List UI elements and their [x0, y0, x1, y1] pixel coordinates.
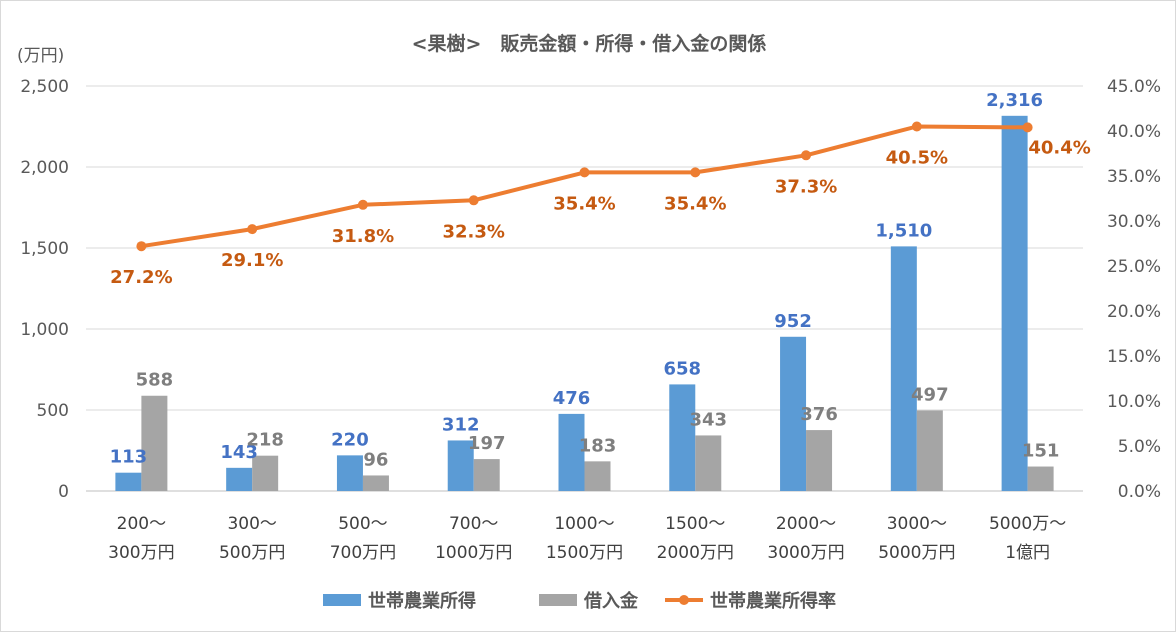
bar-loan	[695, 435, 722, 491]
chart-title: <果樹> 販売金額・所得・借入金の関係	[412, 32, 767, 55]
y-axis-label: (万円)	[17, 46, 64, 66]
y2-tick-label: 20.0%	[1107, 302, 1161, 322]
y-tick-label: 0	[58, 482, 69, 502]
line-point	[911, 121, 922, 132]
x-tick-label: 500万円	[219, 543, 285, 563]
x-tick-label: 3000万円	[767, 543, 844, 563]
x-tick-label: 700～	[449, 514, 498, 534]
y2-tick-label: 45.0%	[1107, 77, 1161, 97]
y2-tick-label: 5.0%	[1118, 437, 1161, 457]
data-label: 113	[110, 447, 148, 468]
x-tick-label: 3000～	[887, 514, 947, 534]
bar-loan	[1027, 466, 1054, 491]
data-label: 143	[220, 442, 258, 463]
bar-income	[669, 384, 696, 491]
line-point	[801, 150, 812, 161]
bar-income	[115, 472, 142, 491]
y2-tick-label: 25.0%	[1107, 257, 1161, 277]
x-tick-label: 2000万円	[657, 543, 734, 563]
y-tick-label: 1,500	[20, 239, 69, 259]
line-point	[357, 199, 368, 210]
data-label: 952	[774, 311, 812, 332]
x-tick-label: 300～	[227, 514, 276, 534]
bar-loan	[584, 461, 611, 491]
legend-label-income: 世帯農業所得	[368, 590, 476, 612]
y2-tick-label: 15.0%	[1107, 347, 1161, 367]
legend-swatch-income	[323, 594, 361, 606]
data-label: 376	[800, 404, 838, 425]
data-label: 220	[331, 429, 369, 450]
data-label-rate: 35.4%	[664, 193, 726, 214]
x-tick-label: 1500～	[665, 514, 725, 534]
x-tick-label: 2000～	[776, 514, 836, 534]
bar-income	[336, 455, 363, 491]
legend-marker-rate	[679, 595, 689, 605]
x-tick-label: 500～	[338, 514, 387, 534]
bar-income	[1001, 115, 1028, 492]
bar-loan	[141, 395, 168, 491]
data-label: 197	[468, 433, 506, 454]
bar-income	[226, 467, 253, 491]
data-label-rate: 35.4%	[553, 193, 615, 214]
data-label-rate: 40.4%	[1028, 137, 1090, 158]
y-tick-label: 1,000	[20, 320, 69, 340]
x-tick-label: 300万円	[108, 543, 174, 563]
legend-swatch-loan	[539, 594, 577, 606]
bar-loan	[806, 430, 833, 491]
y-tick-label: 500	[37, 401, 69, 421]
line-point	[136, 241, 147, 252]
line-point	[247, 224, 258, 235]
data-label: 588	[136, 370, 174, 391]
data-label-rate: 29.1%	[221, 250, 283, 271]
x-tick-label: 5000万～	[989, 514, 1066, 534]
legend-label-rate: 世帯農業所得率	[710, 590, 836, 612]
bar-income	[890, 246, 917, 491]
x-tick-label: 1500万円	[546, 543, 623, 563]
y-tick-label: 2,500	[20, 77, 69, 97]
data-label-rate: 37.3%	[775, 176, 837, 197]
y-tick-label: 2,000	[20, 158, 69, 178]
data-label: 476	[553, 388, 591, 409]
y2-tick-label: 0.0%	[1118, 482, 1161, 502]
line-point	[1022, 122, 1033, 133]
x-tick-label: 200～	[117, 514, 166, 534]
y2-tick-label: 40.0%	[1107, 122, 1161, 142]
legend-label-loan: 借入金	[583, 590, 639, 612]
bar-income	[780, 336, 807, 491]
data-label-rate: 27.2%	[110, 267, 172, 288]
x-tick-label: 1000万円	[435, 543, 512, 563]
y2-tick-label: 30.0%	[1107, 212, 1161, 232]
data-label: 343	[689, 409, 727, 430]
x-tick-label: 1000～	[554, 514, 614, 534]
bar-loan	[916, 410, 943, 491]
x-tick-label: 1億円	[1005, 543, 1050, 563]
line-point	[690, 167, 701, 178]
bar-income	[447, 440, 474, 491]
data-label-rate: 40.5%	[886, 148, 948, 169]
bar-income	[558, 413, 585, 491]
data-label: 658	[663, 358, 701, 379]
x-tick-label: 700万円	[330, 543, 396, 563]
bar-loan	[473, 459, 500, 491]
data-label: 218	[246, 430, 284, 451]
data-label: 497	[911, 384, 949, 405]
line-point	[468, 195, 479, 206]
y2-tick-label: 35.0%	[1107, 167, 1161, 187]
data-label: 183	[579, 435, 617, 456]
data-label: 151	[1022, 441, 1060, 462]
bar-loan	[362, 475, 389, 491]
data-label: 312	[442, 414, 480, 435]
line-point	[579, 167, 590, 178]
data-label-rate: 31.8%	[332, 226, 394, 247]
data-label: 2,316	[986, 90, 1043, 111]
data-label: 96	[363, 449, 388, 470]
data-label: 1,510	[875, 220, 932, 241]
bar-loan	[252, 455, 279, 491]
y2-tick-label: 10.0%	[1107, 392, 1161, 412]
x-tick-label: 5000万円	[878, 543, 955, 563]
data-label-rate: 32.3%	[442, 221, 504, 242]
